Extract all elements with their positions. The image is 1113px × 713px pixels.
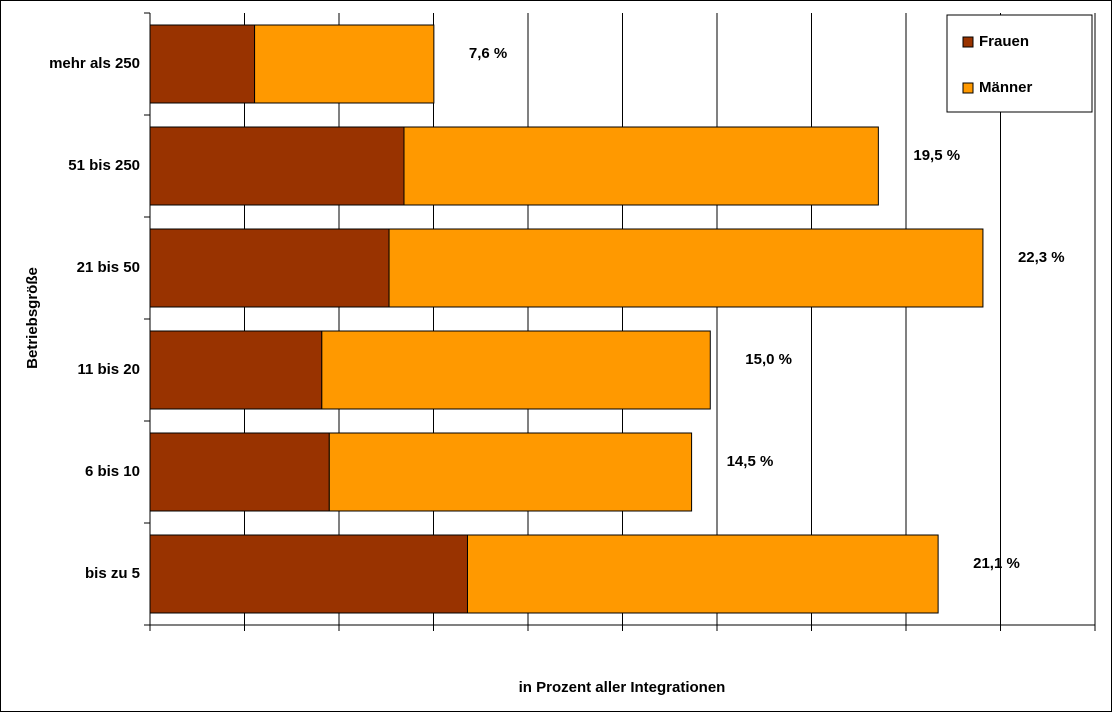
bar-segment — [254, 24, 435, 104]
bar-segment — [328, 432, 693, 512]
y-tick-label: 21 bis 50 — [77, 259, 140, 276]
value-label: 19,5 % — [913, 147, 960, 164]
legend-label: Männer — [979, 79, 1033, 96]
bar-segment — [149, 330, 323, 410]
bar-segment — [149, 24, 256, 104]
value-label: 14,5 % — [727, 453, 774, 470]
legend-swatch — [962, 82, 974, 94]
bar-segment — [149, 126, 405, 206]
legend-swatch — [962, 36, 974, 48]
legend-label: Frauen — [979, 33, 1029, 50]
value-label: 7,6 % — [469, 45, 507, 62]
bar-segment — [388, 228, 984, 308]
y-axis-title: Betriebsgröße — [24, 267, 41, 369]
bar-segment — [321, 330, 711, 410]
value-label: 21,1 % — [973, 555, 1020, 572]
y-tick-label: bis zu 5 — [85, 565, 140, 582]
bar-segment — [149, 432, 330, 512]
x-axis-title: in Prozent aller Integrationen — [519, 679, 726, 696]
bar-segment — [466, 534, 939, 614]
y-tick-label: 11 bis 20 — [77, 361, 140, 378]
y-tick-label: 6 bis 10 — [85, 463, 140, 480]
y-tick-label: mehr als 250 — [49, 55, 140, 72]
bar-segment — [149, 534, 468, 614]
bar-segment — [403, 126, 879, 206]
value-label: 15,0 % — [745, 351, 792, 368]
value-label: 22,3 % — [1018, 249, 1065, 266]
y-tick-label: 51 bis 250 — [68, 157, 140, 174]
legend-box — [946, 14, 1093, 113]
bar-segment — [149, 228, 390, 308]
